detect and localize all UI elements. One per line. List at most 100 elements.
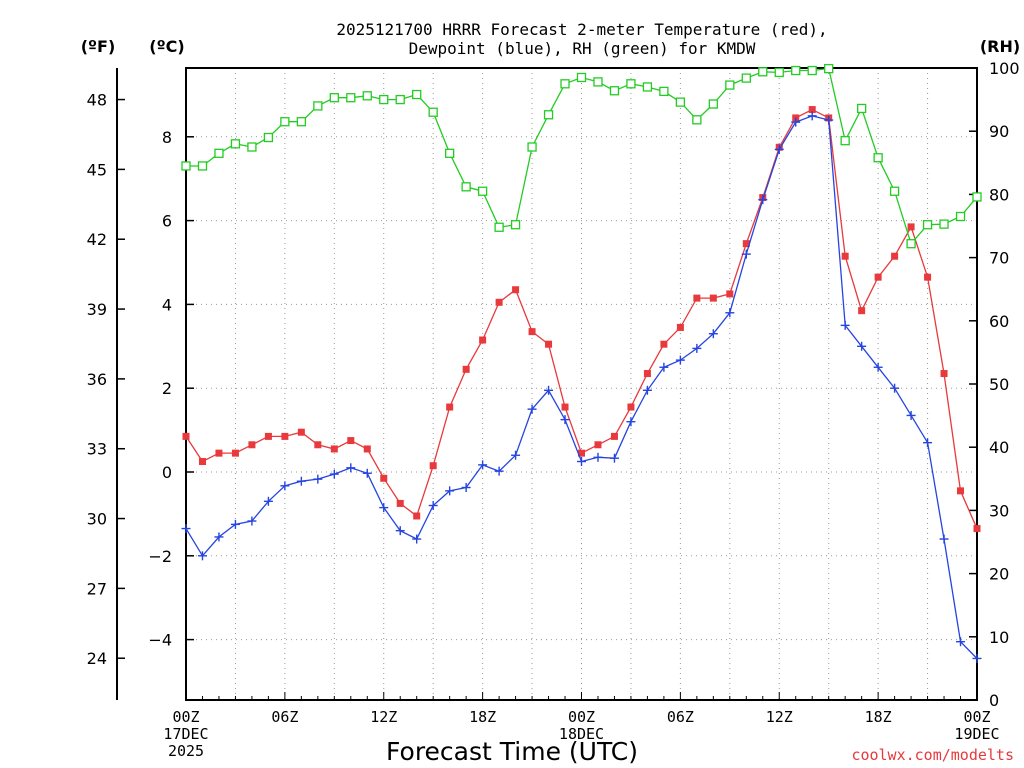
dewpoint-point [840, 320, 850, 330]
fahrenheit-axis-header: (ºF) [81, 37, 116, 56]
dewpoint-point [379, 503, 389, 513]
rh-point [461, 182, 471, 192]
gridlines [186, 68, 977, 700]
temperature-point [462, 365, 470, 373]
rh-point [758, 67, 768, 77]
rh-point [741, 73, 751, 83]
dewpoint-point [511, 450, 521, 460]
dewpoint-point [412, 534, 422, 544]
rh-point [807, 65, 817, 76]
fahrenheit-tick-label: 24 [87, 649, 107, 668]
temperature-point [545, 340, 553, 348]
temperature-point [380, 474, 388, 482]
rh-point [725, 80, 735, 90]
dewpoint-point [758, 195, 768, 205]
fahrenheit-tick-label: 36 [87, 370, 107, 389]
rh-point [329, 93, 339, 103]
rh-axis-header: (RH) [980, 37, 1020, 56]
rh-point [922, 220, 933, 230]
temperature-point [891, 252, 899, 260]
dewpoint-point [791, 117, 801, 127]
x-tick-label: 17DEC [163, 725, 208, 743]
temperature-point [841, 252, 849, 260]
temperature-point [297, 428, 305, 436]
rh-tick-label: 70 [989, 249, 1009, 268]
rh-tick-label: 10 [989, 628, 1009, 647]
temperature-point [363, 445, 371, 453]
dewpoint-point [296, 476, 306, 486]
rh-point [642, 82, 653, 92]
rh-line [186, 67, 978, 246]
rh-point [675, 97, 686, 107]
temperature-point [676, 323, 684, 331]
dewpoint-point [939, 534, 949, 544]
dewpoint-point [593, 452, 603, 462]
dewpoint-point [807, 111, 817, 121]
temperature-point [973, 525, 981, 533]
rh-point [856, 103, 867, 114]
x-tick-label: 06Z [667, 708, 694, 726]
temperature-point [281, 432, 289, 440]
tick-labels: 86420−2−44845423936333027241009080706050… [87, 59, 1020, 760]
credit-link[interactable]: coolwx.com/modelts [851, 746, 1014, 764]
x-tick-label: 06Z [271, 708, 298, 726]
dewpoint-point [560, 415, 570, 425]
rh-point [609, 86, 620, 96]
temperature-point [957, 487, 965, 495]
x-tick-label: 00Z [172, 708, 199, 726]
dewpoint-point [659, 362, 669, 372]
dewpoint-point [774, 144, 784, 154]
rh-point [214, 148, 224, 158]
temperature-point [924, 273, 932, 281]
rh-tick-label: 60 [989, 312, 1009, 331]
rh-point [197, 161, 208, 171]
celsius-tick-label: −4 [148, 631, 172, 650]
dewpoint-point [494, 466, 504, 476]
celsius-tick-label: 0 [162, 463, 172, 482]
dewpoint-point [230, 519, 240, 529]
celsius-tick-label: 2 [162, 379, 172, 398]
dewpoint-point [478, 460, 488, 470]
rh-point [527, 142, 537, 152]
dewpoint-point [461, 483, 471, 493]
temperature-point [858, 307, 866, 315]
fahrenheit-tick-label: 45 [87, 160, 107, 179]
temperature-point [940, 370, 948, 378]
temperature-point [182, 432, 190, 440]
dewpoint-point [873, 362, 883, 372]
dewpoint-point [708, 329, 718, 339]
dewpoint-point [280, 481, 290, 491]
rh-point [560, 79, 570, 89]
dewpoint-point [428, 501, 438, 511]
dewpoint-point [626, 417, 636, 427]
temperature-point [561, 403, 569, 411]
dewpoint-line [185, 115, 978, 659]
temperature-point [264, 432, 272, 440]
rh-tick-label: 50 [989, 375, 1009, 394]
temperature-point [330, 445, 338, 453]
temperature-point [479, 336, 487, 344]
rh-point [791, 65, 801, 76]
temperature-point [215, 449, 223, 457]
temperature-point [512, 286, 520, 294]
rh-point [889, 186, 900, 196]
dewpoint-point [346, 463, 356, 473]
dewpoint-point [692, 343, 702, 353]
temperature-point [231, 449, 239, 457]
dewpoint-point [181, 524, 191, 534]
rh-tick-label: 0 [989, 691, 999, 710]
dewpoint-point [906, 410, 916, 420]
rh-point [445, 148, 455, 158]
temperature-point [726, 290, 734, 298]
chart-title-line-2: Dewpoint (blue), RH (green) for KMDW [409, 39, 756, 58]
temperature-point [709, 294, 717, 302]
rh-tick-label: 20 [989, 565, 1009, 584]
rh-point [362, 91, 372, 101]
dewpoint-point [956, 637, 966, 647]
temperature-point [495, 298, 503, 306]
temperature-point [578, 449, 585, 457]
rh-tick-label: 90 [989, 122, 1009, 141]
temperature-point [610, 432, 618, 440]
dewpoint-point [263, 496, 273, 506]
rh-point [972, 192, 982, 202]
